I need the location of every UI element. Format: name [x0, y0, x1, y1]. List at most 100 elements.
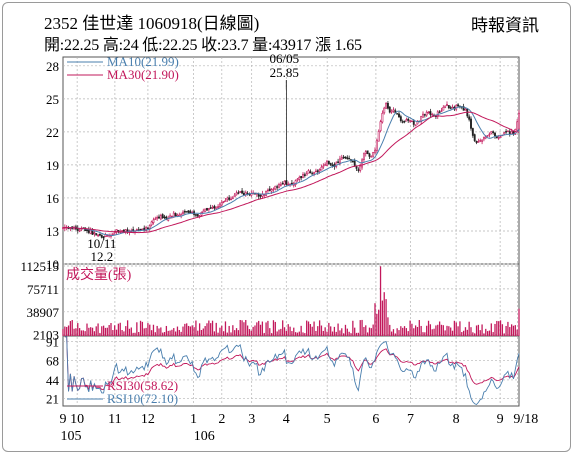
volume-bar — [302, 332, 304, 336]
volume-bar — [78, 328, 81, 336]
x-tick-label: 9/18 — [513, 412, 538, 427]
volume-bar — [283, 327, 286, 336]
volume-bar — [374, 303, 376, 336]
volume-panel-border — [62, 263, 520, 337]
x-tick-label: 12 — [141, 412, 155, 427]
volume-bar — [291, 331, 293, 336]
volume-bar — [261, 321, 264, 336]
x-tick-label: 3 — [248, 412, 255, 427]
volume-bar — [132, 332, 134, 336]
volume-bar — [494, 323, 496, 336]
candle-body — [213, 205, 216, 209]
volume-bar — [289, 326, 291, 336]
candle-body — [283, 180, 286, 185]
candle-body — [449, 107, 452, 109]
candle-body — [359, 165, 362, 171]
candle-body — [303, 174, 306, 177]
legends: MA10(21.99)MA30(21.90) RSI30(58.62)RSI10(… — [67, 54, 179, 406]
candle-body — [383, 107, 386, 114]
candle-body — [481, 139, 484, 142]
volume-bar — [274, 321, 276, 336]
volume-bar — [198, 323, 201, 336]
candle-body — [141, 228, 144, 231]
candle-body — [405, 119, 408, 122]
candle-body — [422, 113, 424, 118]
volume-bar — [438, 321, 441, 336]
volume-bar — [346, 328, 348, 336]
volume-bar — [398, 330, 400, 336]
volume-bar — [450, 327, 452, 336]
candle-body — [362, 153, 365, 160]
candle-body — [285, 180, 288, 185]
volume-bar — [174, 331, 177, 336]
candle-body — [337, 161, 340, 163]
candle-body — [281, 183, 284, 185]
volume-bar — [372, 324, 374, 336]
volume-bar — [462, 330, 465, 336]
candle-body — [313, 172, 316, 174]
volume-bar — [97, 323, 99, 336]
chart-title: 2352 佳世達 1060918(日線圖) — [44, 14, 260, 33]
candle-body — [423, 114, 426, 116]
volume-bar — [160, 327, 162, 336]
volume-bar — [248, 329, 251, 336]
candle-body — [183, 211, 186, 213]
candle-body — [503, 132, 506, 135]
volume-bar — [136, 322, 138, 336]
volume-bar — [204, 326, 206, 336]
candle-body — [318, 169, 321, 172]
candle-body — [331, 164, 334, 167]
volume-bar — [245, 319, 247, 336]
volume-bar — [306, 320, 308, 336]
volume-bar — [418, 320, 420, 336]
volume-bar — [337, 323, 339, 336]
candle-body — [488, 133, 491, 136]
candle-body — [176, 214, 179, 217]
candle-body — [98, 233, 101, 236]
candle-body — [122, 229, 125, 232]
volume-bar — [331, 331, 334, 336]
volume-bar — [426, 325, 428, 336]
volume-bar — [365, 325, 367, 336]
candle-body — [93, 232, 96, 234]
volume-bar — [184, 323, 186, 336]
volume-bar — [219, 327, 221, 336]
volume-bar — [110, 323, 112, 336]
volume-bar — [457, 326, 459, 336]
candle-body — [440, 110, 443, 112]
candle-body — [217, 206, 220, 208]
volume-bar — [485, 328, 487, 336]
x-tick-label: 9 — [497, 412, 504, 427]
volume-bar — [444, 330, 446, 336]
volume-bar — [84, 331, 86, 336]
volume-bar — [125, 326, 127, 336]
volume-bar — [102, 325, 105, 336]
candle-body — [516, 121, 519, 131]
candle-body — [427, 111, 430, 114]
price-tick-label: 25 — [46, 92, 59, 107]
volume-bar — [128, 328, 131, 336]
volume-bar — [267, 320, 269, 336]
price-tick-label: 28 — [46, 59, 59, 74]
volume-bar — [210, 323, 212, 336]
volume-bar — [464, 327, 467, 336]
volume-bar — [387, 317, 389, 336]
volume-bar — [453, 320, 456, 336]
volume-bar — [518, 308, 520, 336]
volume-bar — [171, 329, 173, 336]
candle-body — [265, 190, 268, 196]
volume-bar — [359, 320, 361, 336]
volume-bar — [402, 327, 404, 336]
volume-bar — [352, 320, 354, 336]
x-tick-label: 9 — [60, 412, 67, 427]
volume-bar — [95, 326, 97, 336]
candle-body — [364, 151, 367, 154]
volume-bar — [357, 332, 360, 336]
volume-bar — [169, 330, 171, 336]
candle-body — [152, 219, 155, 223]
volume-bar — [424, 332, 426, 336]
x-tick-label: 11 — [108, 412, 121, 427]
candle-body — [302, 174, 304, 178]
volume-bar — [82, 330, 84, 336]
